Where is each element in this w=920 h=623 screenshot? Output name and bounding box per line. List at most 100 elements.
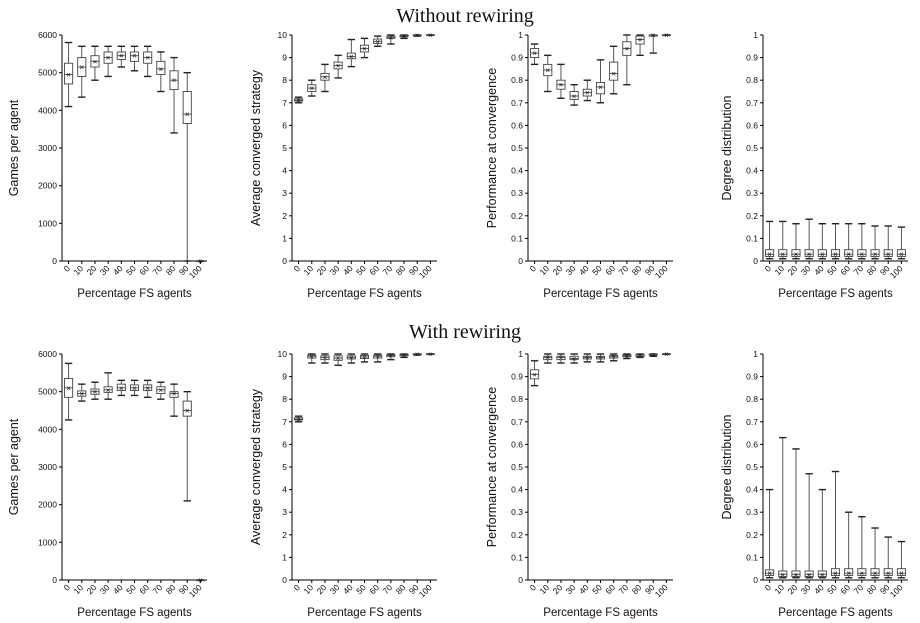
box-mean-marker: × [93, 388, 98, 397]
x-tick-label: 60 [367, 263, 381, 277]
box-iqr [778, 249, 788, 257]
x-tick-label: 50 [825, 263, 839, 277]
y-tick-label: 1 [518, 30, 523, 40]
box-item: × [661, 350, 671, 359]
box-item: × [556, 63, 566, 99]
box-item: × [399, 351, 409, 360]
box-item: × [399, 32, 409, 41]
box-iqr [804, 249, 814, 257]
box-mean-marker: × [185, 407, 190, 416]
box-iqr [896, 568, 906, 576]
box-mean-marker: × [545, 353, 550, 362]
y-tick-label: 4 [282, 166, 287, 176]
box-item: × [817, 488, 827, 579]
box-mean-marker: × [664, 31, 669, 40]
box-item: × [896, 226, 906, 260]
box-mean-marker: × [159, 386, 164, 395]
y-tick-label: 1000 [38, 537, 57, 547]
box-item: × [817, 223, 827, 260]
x-tick-label: 30 [564, 582, 578, 596]
box-item: × [156, 51, 166, 93]
box-iqr [896, 249, 906, 257]
x-tick-label: 0 [62, 263, 73, 274]
box-mean-marker: × [389, 33, 394, 42]
box-mean-marker: × [820, 570, 825, 579]
y-tick-label: 0.7 [511, 417, 523, 427]
chart-panel: 00.10.20.30.40.50.60.70.80.910 10 20 30 40 50… [485, 349, 673, 619]
y-axis-label: Degree distribution [720, 414, 734, 519]
x-tick-label: 40 [577, 263, 591, 277]
y-tick-label: 0.6 [746, 120, 758, 130]
box-mean-marker: × [833, 569, 838, 578]
x-axis-label: Percentage FS agents [778, 288, 893, 300]
y-tick-label: 0.4 [511, 485, 523, 495]
y-tick-label: 1 [753, 30, 758, 40]
box-mean-marker: × [362, 45, 367, 54]
x-tick-label: 10 [301, 263, 315, 277]
x-tick-label: 10 [772, 582, 786, 596]
x-tick-label: 20 [786, 582, 800, 596]
x-tick-label: 10 [71, 582, 85, 596]
box-iqr [870, 249, 880, 257]
box-item: × [386, 352, 396, 361]
y-tick-label: 1 [282, 233, 287, 243]
y-tick-label: 0.2 [511, 530, 523, 540]
x-tick-label: 60 [838, 263, 852, 277]
x-tick-label: 20 [85, 582, 99, 596]
box-item: × [582, 79, 592, 102]
box-iqr [791, 570, 801, 578]
box-item: × [129, 379, 140, 397]
y-tick-label: 5 [282, 462, 287, 472]
y-tick-label: 0.4 [746, 166, 758, 176]
y-axis-label: Performance at convergence [485, 387, 499, 548]
x-tick-label: 70 [617, 582, 631, 596]
x-tick-label: 40 [341, 582, 355, 596]
x-tick-label: 20 [551, 263, 565, 277]
box-item: × [609, 45, 619, 95]
y-tick-label: 0 [753, 575, 758, 585]
y-tick-label: 0.2 [746, 530, 758, 540]
box-item: × [857, 516, 867, 579]
y-tick-label: 0.8 [746, 75, 758, 85]
box-mean-marker: × [93, 57, 98, 66]
box-iqr [830, 249, 841, 257]
box-item: × [425, 350, 435, 359]
y-axis-label: Performance at convergence [485, 68, 499, 229]
x-tick-label: 40 [577, 582, 591, 596]
y-tick-label: 0 [282, 575, 287, 585]
box-item: × [648, 351, 658, 360]
x-tick-label: 80 [394, 263, 408, 277]
y-tick-label: 0.2 [746, 211, 758, 221]
chart-panel: 00.10.20.30.40.50.60.70.80.910 10 20 30 40 50… [720, 349, 908, 619]
box-item: × [635, 351, 645, 360]
box-iqr [870, 568, 880, 576]
box-mean-marker: × [119, 384, 124, 393]
y-tick-label: 2 [282, 211, 287, 221]
x-tick-label: 70 [617, 263, 631, 277]
y-tick-label: 0.7 [746, 417, 758, 427]
box-item: × [804, 218, 814, 260]
x-tick-label: 70 [381, 263, 395, 277]
box-iqr [556, 355, 566, 361]
y-tick-label: 0.3 [511, 188, 523, 198]
box-item: × [320, 353, 330, 364]
x-tick-label: 60 [838, 582, 852, 596]
box-item: × [609, 353, 619, 362]
box-mean-marker: × [336, 354, 341, 363]
box-item: × [648, 31, 658, 54]
x-axis-label: Percentage FS agents [77, 607, 192, 619]
box-item: × [129, 45, 140, 72]
box-item: × [791, 223, 801, 260]
y-tick-label: 4000 [38, 105, 57, 115]
y-tick-label: 0 [282, 256, 287, 266]
x-tick-label: 70 [852, 582, 866, 596]
box-mean-marker: × [899, 569, 904, 578]
box-iqr [609, 61, 619, 81]
box-iqr [883, 249, 893, 257]
box-mean-marker: × [66, 71, 71, 80]
box-iqr [791, 249, 801, 257]
y-tick-label: 0.5 [746, 462, 758, 472]
box-mean-marker: × [172, 76, 177, 85]
